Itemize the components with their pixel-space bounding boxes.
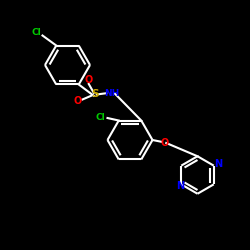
- Text: O: O: [84, 75, 93, 85]
- Text: O: O: [74, 96, 82, 106]
- Text: N: N: [176, 182, 184, 192]
- Text: NH: NH: [104, 89, 120, 98]
- Text: Cl: Cl: [32, 28, 41, 37]
- Text: N: N: [214, 160, 222, 170]
- Text: O: O: [160, 138, 168, 147]
- Text: Cl: Cl: [96, 113, 106, 122]
- Text: S: S: [91, 90, 99, 100]
